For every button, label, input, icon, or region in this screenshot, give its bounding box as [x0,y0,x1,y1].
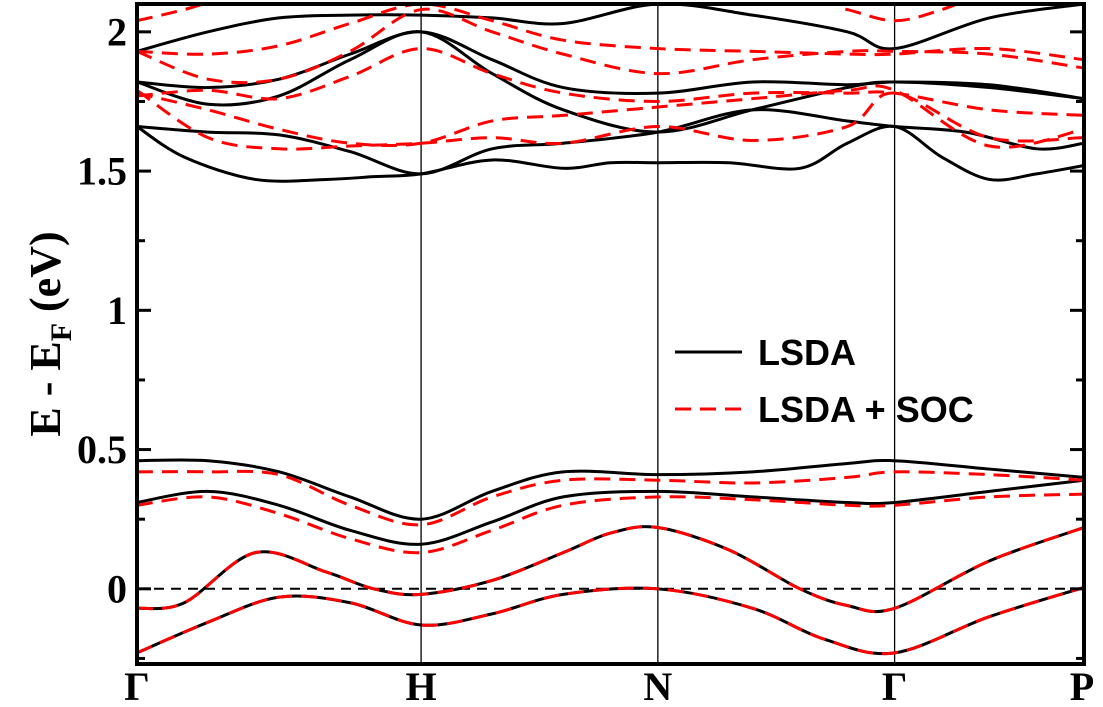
x-tick-label-2: N [643,664,672,707]
y-tick-label-3: 1.5 [77,149,127,194]
soc-band-4 [137,89,1084,151]
kpoint-separator-lines [420,4,896,664]
y-tick-labels: 0 0.5 1 1.5 2 [77,9,127,611]
y-tick-label-0: 0 [107,566,127,611]
y-tick-label-1: 0.5 [77,427,127,472]
lsda-band-4 [137,124,1084,183]
x-tick-label-4: P [1070,664,1094,707]
lsda-band-8 [137,4,1084,53]
x-tick-label-0: Γ [124,664,149,707]
lsda-band-7 [137,30,1084,101]
soc-band-1 [137,525,1084,614]
legend: LSDA LSDA + SOC [675,332,974,430]
soc-band-0 [137,585,1084,656]
x-tick-label-3: Γ [882,664,907,707]
legend-soc-label: LSDA + SOC [758,389,974,430]
y-axis-label-subscript: F [45,323,78,341]
soc-band-3 [137,469,1084,527]
y-tick-label-2: 1 [107,288,127,333]
plot-frame [135,2,1086,666]
y-axis-label: E - EF (eV) [21,231,79,436]
soc-band-6 [137,47,1084,117]
x-tick-label-1: H [406,664,437,707]
soc-band-2 [137,492,1084,555]
legend-lsda-label: LSDA [758,332,856,373]
lsda-band-2 [137,478,1084,546]
band-lines [137,4,1084,656]
soc-band-9 [137,4,961,23]
lsda-band-5 [137,108,1084,176]
soc-band-7 [137,7,1084,85]
lsda-band-3 [137,458,1084,521]
y-tick-label-4: 2 [107,9,127,54]
